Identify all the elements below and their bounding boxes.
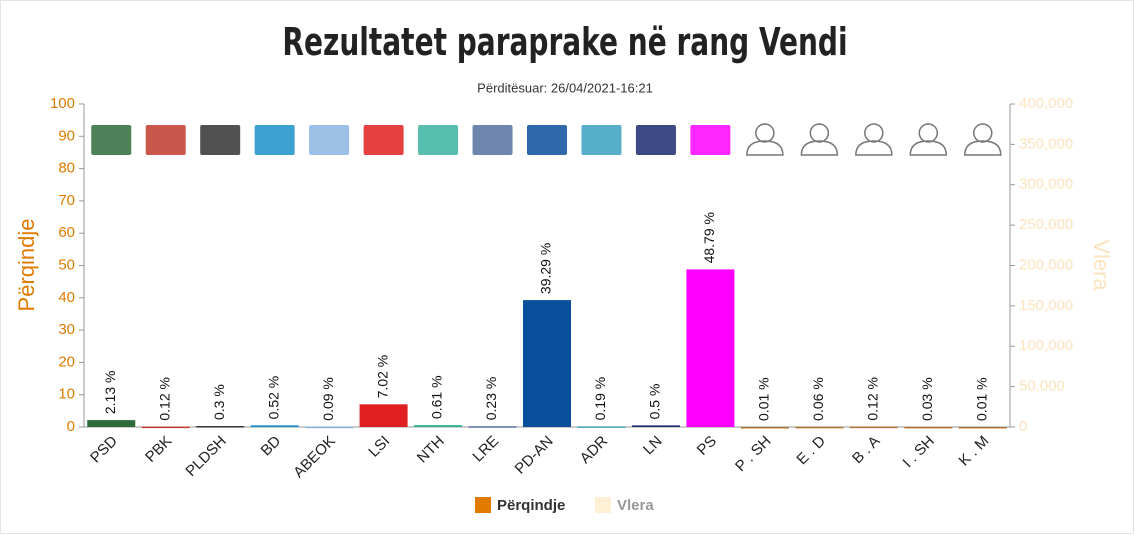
y-axis-label: Përqindje <box>14 219 39 312</box>
chart-title: Rezultatet paraprake në rang Vendi <box>282 21 847 65</box>
y2-tick-label: 0 <box>1019 418 1027 435</box>
person-icon <box>918 123 939 143</box>
y2-tick-label: 250,000 <box>1019 216 1073 233</box>
party-logo <box>254 125 295 155</box>
value-label: 2.13 % <box>102 371 118 415</box>
y-tick-label: 40 <box>58 289 75 306</box>
person-icon <box>755 123 775 143</box>
party-logo <box>527 125 567 155</box>
legend-label: Vlera <box>617 497 654 514</box>
y-tick-label: 70 <box>58 192 75 209</box>
y2-axis-label: Vlera <box>1089 239 1114 291</box>
value-label: 0.01 % <box>756 377 772 421</box>
person-icon <box>800 140 839 156</box>
legend-swatch <box>475 497 491 513</box>
y2-tick-label: 300,000 <box>1019 176 1073 193</box>
value-label: 0.61 % <box>429 375 445 419</box>
y-tick-label: 30 <box>58 321 75 338</box>
person-icon <box>864 123 884 143</box>
y2-tick-label: 200,000 <box>1019 256 1073 273</box>
bar <box>849 426 898 429</box>
y-tick-label: 50 <box>58 256 75 273</box>
value-label: 48.79 % <box>701 212 717 263</box>
person-icon <box>964 140 1002 156</box>
y2-tick-label: 400,000 <box>1019 95 1073 112</box>
bar <box>141 426 190 429</box>
party-logo <box>418 125 459 155</box>
value-label: 0.3 % <box>211 384 227 420</box>
value-label: 0.19 % <box>592 377 608 421</box>
party-logo <box>581 125 622 155</box>
party-logo <box>472 125 513 155</box>
legend-swatch <box>595 497 611 513</box>
value-label: 7.02 % <box>374 355 390 399</box>
bar <box>904 426 953 429</box>
value-label: 0.23 % <box>483 377 499 421</box>
bar <box>359 404 408 427</box>
party-logo <box>363 125 404 155</box>
y2-tick-label: 100,000 <box>1019 337 1073 354</box>
bar <box>795 426 844 429</box>
y-tick-label: 80 <box>58 160 75 177</box>
bar <box>196 426 245 428</box>
bar <box>250 425 299 427</box>
value-label: 0.12 % <box>156 377 172 421</box>
y2-tick-label: 50,000 <box>1019 378 1065 395</box>
party-logo <box>309 125 350 155</box>
party-logo <box>200 125 241 155</box>
bar <box>686 269 735 427</box>
bar <box>87 420 136 427</box>
value-label: 0.03 % <box>919 377 935 421</box>
person-icon <box>809 123 830 143</box>
y2-tick-label: 150,000 <box>1019 297 1073 314</box>
person-icon <box>909 140 948 156</box>
value-label: 0.12 % <box>865 377 881 421</box>
y-tick-label: 10 <box>58 386 75 403</box>
y-tick-label: 20 <box>58 353 75 370</box>
person-icon <box>973 123 993 143</box>
person-icon <box>746 140 784 156</box>
y-tick-label: 0 <box>67 418 75 435</box>
party-logo <box>91 125 132 155</box>
party-logo <box>145 125 186 155</box>
bar <box>631 425 680 427</box>
bar <box>577 426 626 428</box>
legend-label: Përqindje <box>497 497 565 514</box>
bar <box>740 426 789 429</box>
value-label: 0.09 % <box>320 377 336 421</box>
y-tick-label: 100 <box>50 95 75 112</box>
value-label: 39.29 % <box>538 243 554 294</box>
value-label: 0.52 % <box>265 376 281 420</box>
party-logo <box>635 125 676 155</box>
bar <box>305 426 354 429</box>
value-label: 0.06 % <box>810 377 826 421</box>
value-label: 0.01 % <box>973 377 989 421</box>
y-tick-label: 60 <box>58 224 75 241</box>
bar <box>523 300 571 427</box>
y2-tick-label: 350,000 <box>1019 135 1073 152</box>
bar <box>414 425 463 427</box>
bar <box>468 426 517 428</box>
bar <box>958 426 1007 429</box>
chart-subtitle: Përditësuar: 26/04/2021-16:21 <box>477 80 653 95</box>
party-logo <box>690 125 731 155</box>
person-icon <box>855 140 893 156</box>
value-label: 0.5 % <box>647 384 663 420</box>
y-tick-label: 90 <box>58 127 75 144</box>
